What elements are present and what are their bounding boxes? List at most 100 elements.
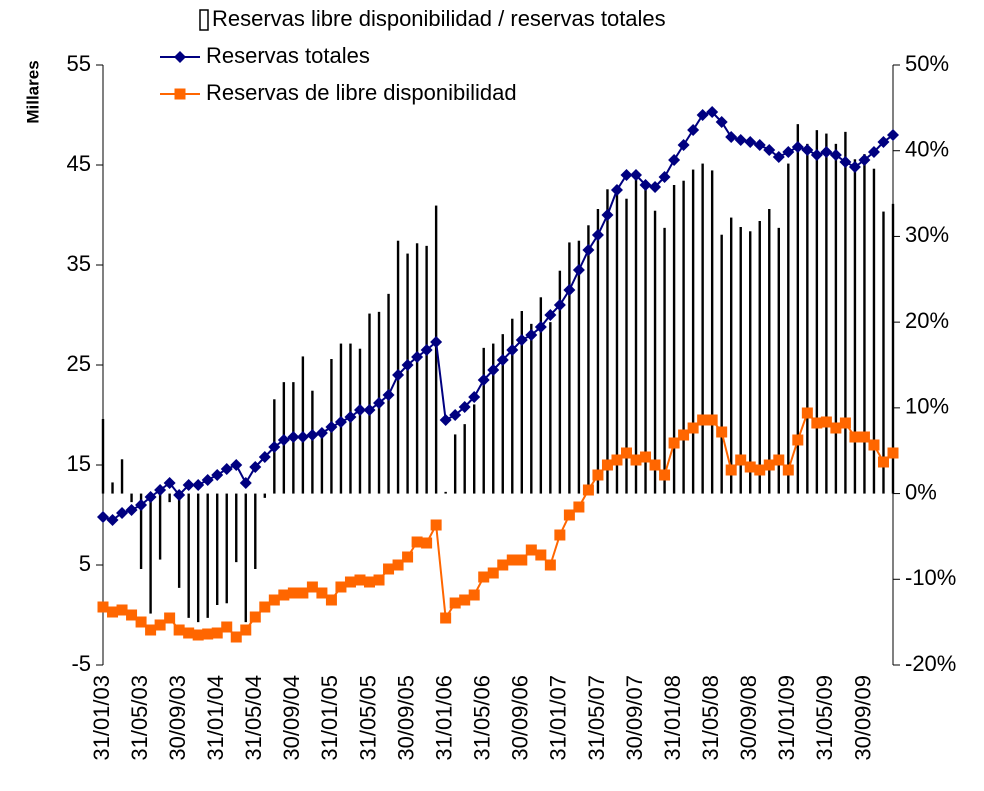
point	[135, 616, 147, 628]
point	[325, 594, 337, 606]
point	[582, 484, 594, 496]
bar	[320, 433, 324, 494]
bar	[473, 404, 476, 494]
point	[563, 509, 575, 521]
point	[668, 437, 680, 449]
point	[659, 469, 671, 481]
x-tick-label: 30/09/03	[165, 675, 190, 761]
point	[591, 229, 604, 241]
bar	[663, 227, 666, 494]
bar	[463, 424, 466, 494]
point	[677, 139, 690, 151]
point	[430, 519, 442, 531]
x-tick-label: 31/01/06	[431, 675, 456, 761]
point	[610, 184, 623, 196]
bar	[682, 180, 685, 494]
point	[782, 146, 795, 158]
point	[572, 264, 585, 276]
point	[334, 416, 347, 428]
point	[106, 514, 119, 526]
bar	[615, 185, 619, 494]
point	[582, 244, 595, 256]
point	[839, 417, 851, 429]
bar	[235, 493, 238, 563]
bar	[111, 482, 114, 494]
bar	[216, 493, 219, 605]
bar	[882, 211, 885, 494]
bar	[844, 131, 847, 494]
point	[668, 154, 681, 166]
point	[430, 336, 443, 348]
point	[867, 146, 880, 158]
x-tick-label: 31/01/07	[546, 675, 571, 761]
point	[335, 581, 347, 593]
x-tick-label: 31/01/08	[660, 675, 685, 761]
bar	[739, 227, 742, 494]
point	[678, 429, 690, 441]
point	[459, 594, 471, 606]
point	[126, 609, 138, 621]
point	[554, 529, 566, 541]
y2-tick-label: 10%	[905, 394, 949, 419]
point	[506, 554, 518, 566]
point	[344, 411, 357, 423]
bar	[891, 203, 895, 494]
point	[563, 284, 576, 296]
legend-label: Reservas de libre disponibilidad	[206, 80, 517, 105]
point	[240, 624, 252, 636]
bar	[225, 493, 228, 604]
point	[440, 612, 452, 624]
point	[392, 559, 404, 571]
point	[696, 109, 709, 121]
bar	[139, 493, 143, 569]
point	[211, 469, 224, 481]
y2-tick-label: 30%	[905, 222, 949, 247]
point	[183, 627, 195, 639]
point	[173, 489, 186, 501]
point	[592, 469, 604, 481]
bar	[406, 253, 409, 494]
bar	[777, 227, 780, 494]
bar	[710, 170, 714, 494]
point	[315, 427, 328, 439]
point	[811, 417, 823, 429]
y-tick-label: 5	[79, 551, 91, 576]
point	[706, 106, 719, 118]
point	[839, 156, 852, 168]
point	[411, 536, 423, 548]
point	[791, 141, 804, 153]
x-tick-label: 31/05/06	[470, 675, 495, 761]
bar	[177, 493, 181, 588]
point	[773, 454, 785, 466]
legend-swatch	[199, 9, 209, 31]
legend-label: Reservas libre disponibilidad / reservas…	[212, 6, 666, 31]
point	[630, 169, 643, 181]
x-tick-label: 30/09/04	[279, 675, 304, 761]
bar	[796, 124, 800, 494]
bar	[425, 245, 428, 494]
y2-tick-label: -20%	[905, 651, 956, 676]
point	[363, 404, 376, 416]
point	[715, 116, 728, 128]
point	[201, 474, 214, 486]
x-tick-label: 30/09/05	[393, 675, 418, 761]
bar	[806, 143, 809, 494]
point	[887, 129, 899, 141]
bar	[168, 493, 171, 503]
y2-tick-label: -10%	[905, 565, 956, 590]
point	[192, 479, 205, 491]
bar	[444, 491, 447, 494]
point	[154, 619, 166, 631]
bar	[701, 163, 704, 494]
bar	[254, 493, 257, 569]
bar	[511, 318, 514, 494]
point	[287, 431, 300, 443]
point	[706, 414, 718, 426]
point	[516, 554, 528, 566]
bar	[653, 210, 657, 494]
bar	[396, 240, 400, 494]
point	[353, 404, 366, 416]
bar	[301, 356, 305, 494]
point	[468, 391, 481, 403]
point	[858, 431, 870, 443]
